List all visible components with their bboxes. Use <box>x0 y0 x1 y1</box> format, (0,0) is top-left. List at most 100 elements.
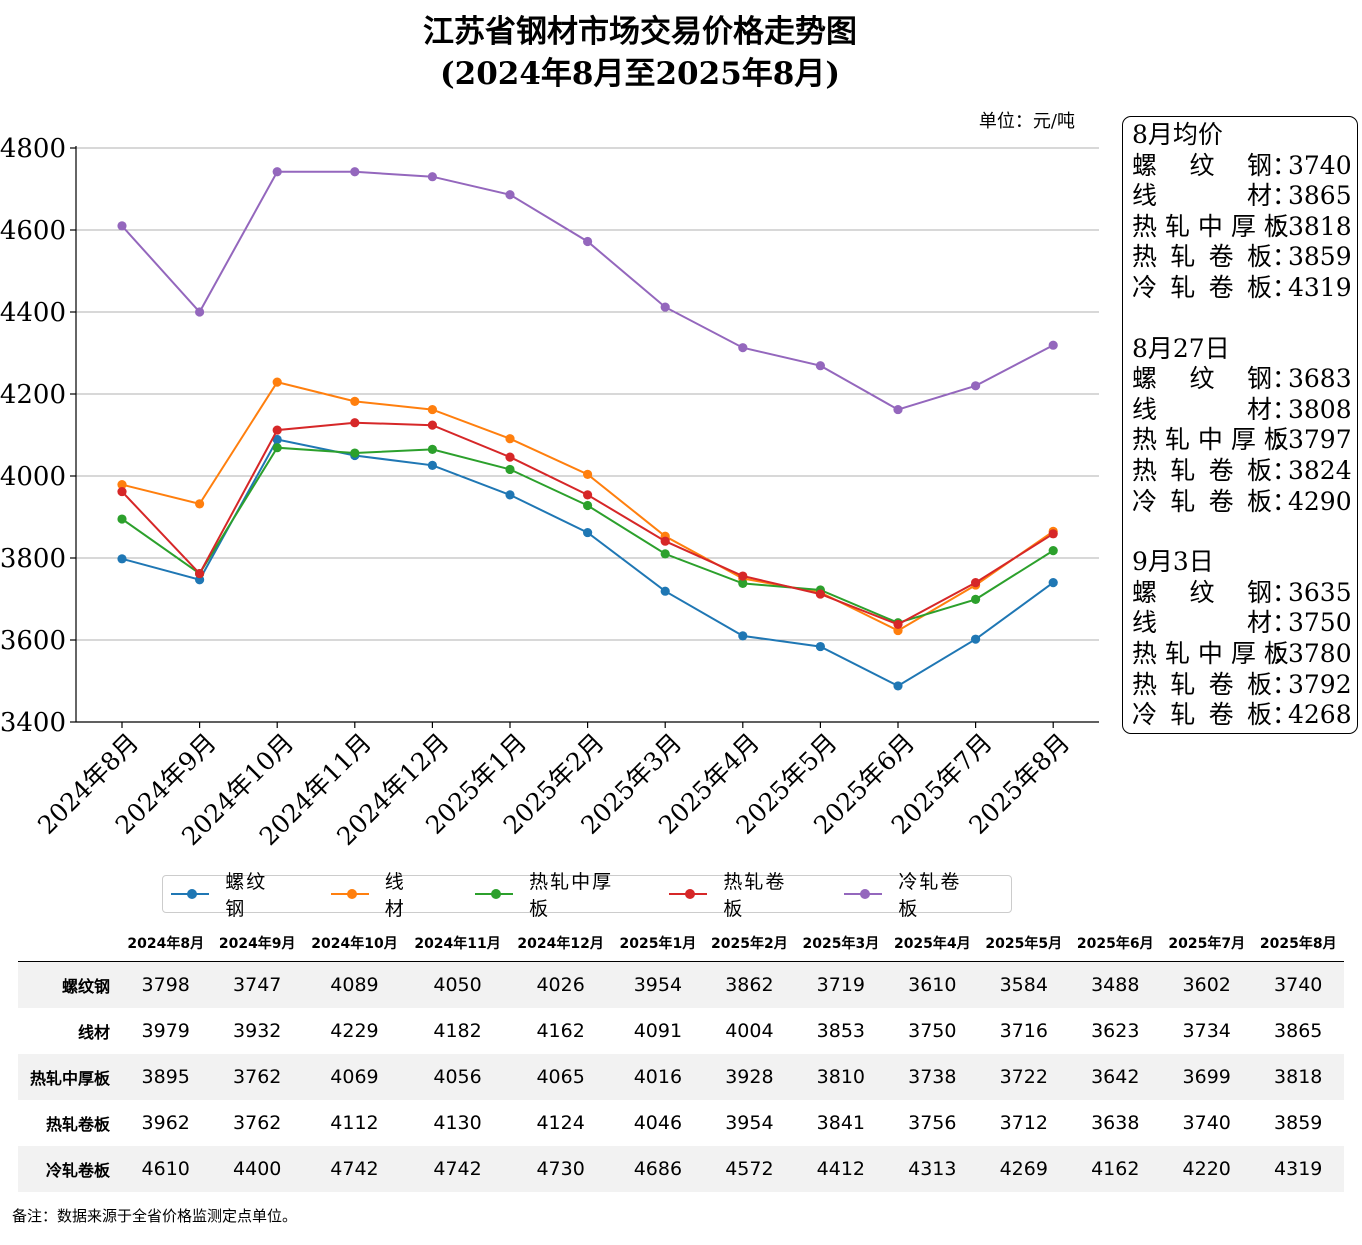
table-cell: 4220 <box>1182 1158 1231 1180</box>
info-row: 热 轧 卷 板： 3859 <box>1132 242 1357 273</box>
table-cell: 3638 <box>1091 1112 1140 1134</box>
table-corner <box>18 924 120 962</box>
y-tick-label: 4800 <box>0 134 66 164</box>
data-point <box>1048 546 1058 556</box>
data-point <box>815 361 826 371</box>
footnote: 备注：数据来源于全省价格监测定点单位。 <box>12 1207 298 1225</box>
table-cell: 3932 <box>233 1020 282 1042</box>
table-column-header: 2025年4月 <box>893 935 971 952</box>
data-point <box>505 464 515 475</box>
table-body: 螺纹钢 3798 3747 4089 4050 4026 3954 3862 3719 3610 3… <box>18 961 1344 1192</box>
legend-swatch <box>330 887 369 901</box>
data-point <box>893 404 903 415</box>
data-point <box>971 634 981 644</box>
info-separator: ： <box>1272 211 1298 241</box>
info-row-label: 热 轧 中 厚 板 <box>1132 211 1289 241</box>
table-cell: 4313 <box>908 1158 957 1180</box>
y-tick-label: 3600 <box>0 626 66 656</box>
legend-item: 螺纹钢 <box>171 867 283 921</box>
table-cell: 4742 <box>433 1158 482 1180</box>
data-point <box>505 490 515 500</box>
info-group: 8月27日螺 纹 钢： 3683 线 材： 3808 热 轧 中 厚 板： 3797 热 轧… <box>1132 334 1357 518</box>
table-cell: 4065 <box>536 1066 585 1088</box>
data-point <box>738 631 748 641</box>
table-cell: 3962 <box>141 1112 190 1134</box>
table-cell: 3954 <box>725 1112 774 1134</box>
table-cell: 3699 <box>1182 1066 1231 1088</box>
legend-item: 热轧中厚板 <box>474 867 625 921</box>
legend-swatch <box>669 887 708 901</box>
table-cell: 4091 <box>633 1020 683 1042</box>
data-point <box>738 343 748 353</box>
table-cell: 3862 <box>725 974 774 996</box>
info-group: 9月3日螺 纹 钢： 3635 线 材： 3750 热 轧 中 厚 板： 3780 热 轧 … <box>1132 547 1357 731</box>
info-row: 冷 轧 卷 板： 4268 <box>1132 700 1357 731</box>
table-cell: 3798 <box>141 974 190 996</box>
info-group-heading: 8月27日 <box>1132 333 1230 363</box>
data-point <box>505 434 515 444</box>
table-cell: 3928 <box>725 1066 774 1088</box>
table-cell: 4162 <box>1091 1158 1140 1180</box>
data-point <box>117 221 127 231</box>
info-row: 热 轧 中 厚 板： 3797 <box>1132 425 1357 456</box>
data-point <box>350 448 360 458</box>
unit-label: 单位：元/吨 <box>979 111 1075 132</box>
info-row-value: 3750 <box>1288 608 1352 638</box>
table-cell: 3810 <box>816 1066 866 1088</box>
data-point <box>815 641 826 652</box>
table-cell: 3841 <box>816 1112 866 1134</box>
table-row-header: 热轧卷板 <box>45 1115 110 1134</box>
table-row-header: 热轧中厚板 <box>29 1069 110 1088</box>
info-separator: ： <box>1272 486 1298 516</box>
data-point <box>272 425 282 435</box>
table-cell: 3818 <box>1274 1066 1323 1088</box>
table-cell: 4400 <box>233 1158 282 1180</box>
data-point <box>660 586 670 596</box>
info-row-value: 3797 <box>1288 425 1352 455</box>
table-cell: 4026 <box>536 974 585 996</box>
table-cell: 3734 <box>1182 1020 1231 1042</box>
series-line <box>121 170 1054 411</box>
info-row-label: 线 材 <box>1132 394 1272 424</box>
data-table: 2024年8月 2024年9月 2024年10月 2024年11月 2024年12月 20… <box>18 924 1344 1192</box>
legend-item: 线材 <box>330 867 423 921</box>
info-row-value: 3859 <box>1288 242 1352 272</box>
data-point <box>117 486 127 497</box>
info-row-label: 螺 纹 钢 <box>1132 150 1272 180</box>
table-header-row: 2024年8月 2024年9月 2024年10月 2024年11月 2024年12月 20… <box>18 924 1344 962</box>
info-row: 线 材： 3865 <box>1132 181 1357 212</box>
table-cell: 4412 <box>816 1158 866 1180</box>
legend-label: 热轧中厚板 <box>529 871 614 920</box>
info-row-value: 3818 <box>1288 211 1352 241</box>
table-cell: 4112 <box>330 1112 379 1134</box>
table-cell: 3853 <box>816 1020 866 1042</box>
data-point <box>583 500 593 511</box>
data-point <box>971 381 981 391</box>
info-box: 8月均价螺 纹 钢： 3740 线 材： 3865 热 轧 中 厚 板： 3818 热 轧 … <box>1122 116 1358 734</box>
info-row-value: 3780 <box>1288 638 1352 668</box>
y-tick-label: 3400 <box>0 708 66 738</box>
table-row: 热轧中厚板 3895 3762 4069 4056 4065 4016 3928 3810 373… <box>18 1054 1344 1100</box>
table-cell: 3895 <box>141 1066 190 1088</box>
table-row: 螺纹钢 3798 3747 4089 4050 4026 3954 3862 3719 3610 3… <box>18 961 1344 1008</box>
y-tick-label: 4000 <box>0 462 66 492</box>
data-point <box>583 527 593 538</box>
data-point <box>1048 578 1058 588</box>
info-row: 螺 纹 钢： 3635 <box>1132 578 1357 609</box>
info-separator: ： <box>1272 394 1298 424</box>
data-point <box>738 571 748 581</box>
info-row-label: 冷 轧 卷 板 <box>1132 272 1272 302</box>
table-cell: 3954 <box>633 974 683 996</box>
info-row: 冷 轧 卷 板： 4319 <box>1132 273 1357 304</box>
table-cell: 4089 <box>330 974 379 996</box>
y-tick-label: 4400 <box>0 298 66 328</box>
table-cell: 3740 <box>1274 974 1323 996</box>
table-column-header: 2024年9月 <box>218 935 296 952</box>
table-cell: 3719 <box>816 974 866 996</box>
table-cell: 4004 <box>725 1020 774 1042</box>
table-column-header: 2025年7月 <box>1168 935 1246 952</box>
chart-title: 江苏省钢材市场交易价格走势图 <box>423 14 857 50</box>
data-point <box>660 549 670 559</box>
data-point <box>583 236 593 247</box>
info-separator: ： <box>1272 181 1298 211</box>
